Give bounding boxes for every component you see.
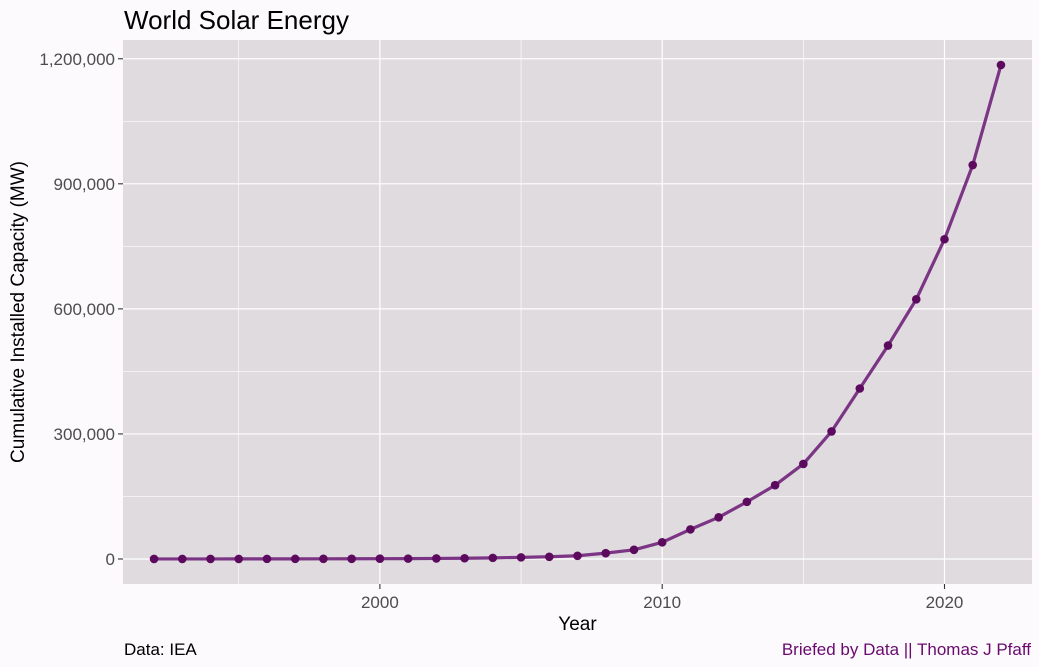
data-point xyxy=(827,427,836,436)
data-point xyxy=(262,554,272,564)
data-point xyxy=(770,480,780,490)
data-point xyxy=(657,538,667,547)
data-point xyxy=(488,553,498,563)
data-point xyxy=(601,548,611,558)
data-point xyxy=(516,553,526,562)
caption-source: Data: IEA xyxy=(124,640,197,659)
data-point xyxy=(460,553,469,563)
data-point xyxy=(714,513,723,522)
data-point xyxy=(742,497,752,507)
x-tick-label: 2010 xyxy=(643,593,681,612)
plot-panel xyxy=(123,40,1032,584)
y-tick-label: 600,000 xyxy=(54,300,115,319)
data-point xyxy=(940,234,949,244)
data-point xyxy=(234,554,244,564)
data-point xyxy=(544,552,554,562)
data-points xyxy=(149,60,1006,564)
data-point xyxy=(911,294,921,304)
data-point xyxy=(686,525,695,534)
x-tick-label: 2000 xyxy=(361,593,399,612)
data-point xyxy=(996,60,1006,70)
data-point xyxy=(855,384,865,393)
data-point xyxy=(403,554,413,563)
data-point xyxy=(319,554,328,564)
data-point xyxy=(206,554,215,564)
data-point xyxy=(347,554,356,564)
data-point xyxy=(177,554,187,564)
data-point xyxy=(968,160,978,170)
y-tick-label: 900,000 xyxy=(54,175,115,194)
y-tick-label: 300,000 xyxy=(54,425,115,444)
data-point xyxy=(629,545,639,555)
data-point xyxy=(375,554,385,563)
data-point xyxy=(149,554,159,564)
x-axis-title: Year xyxy=(558,614,597,635)
y-axis: 0 300,000 600,000 900,000 1,200,000 xyxy=(39,50,123,569)
data-point xyxy=(290,554,300,564)
y-tick-label: 1,200,000 xyxy=(39,50,115,69)
grid-minor xyxy=(123,40,1032,584)
y-tick-label: 0 xyxy=(106,550,115,569)
chart-title: World Solar Energy xyxy=(124,5,349,35)
data-point xyxy=(799,459,808,469)
data-point xyxy=(432,554,441,563)
y-axis-title: Cumulative Installed Capacity (MW) xyxy=(8,161,29,463)
data-point xyxy=(573,551,582,561)
x-tick-label: 2020 xyxy=(926,593,964,612)
x-axis: 2000 2010 2020 xyxy=(361,584,963,612)
data-point xyxy=(883,341,893,350)
caption-credit: Briefed by Data || Thomas J Pfaff xyxy=(782,640,1031,659)
